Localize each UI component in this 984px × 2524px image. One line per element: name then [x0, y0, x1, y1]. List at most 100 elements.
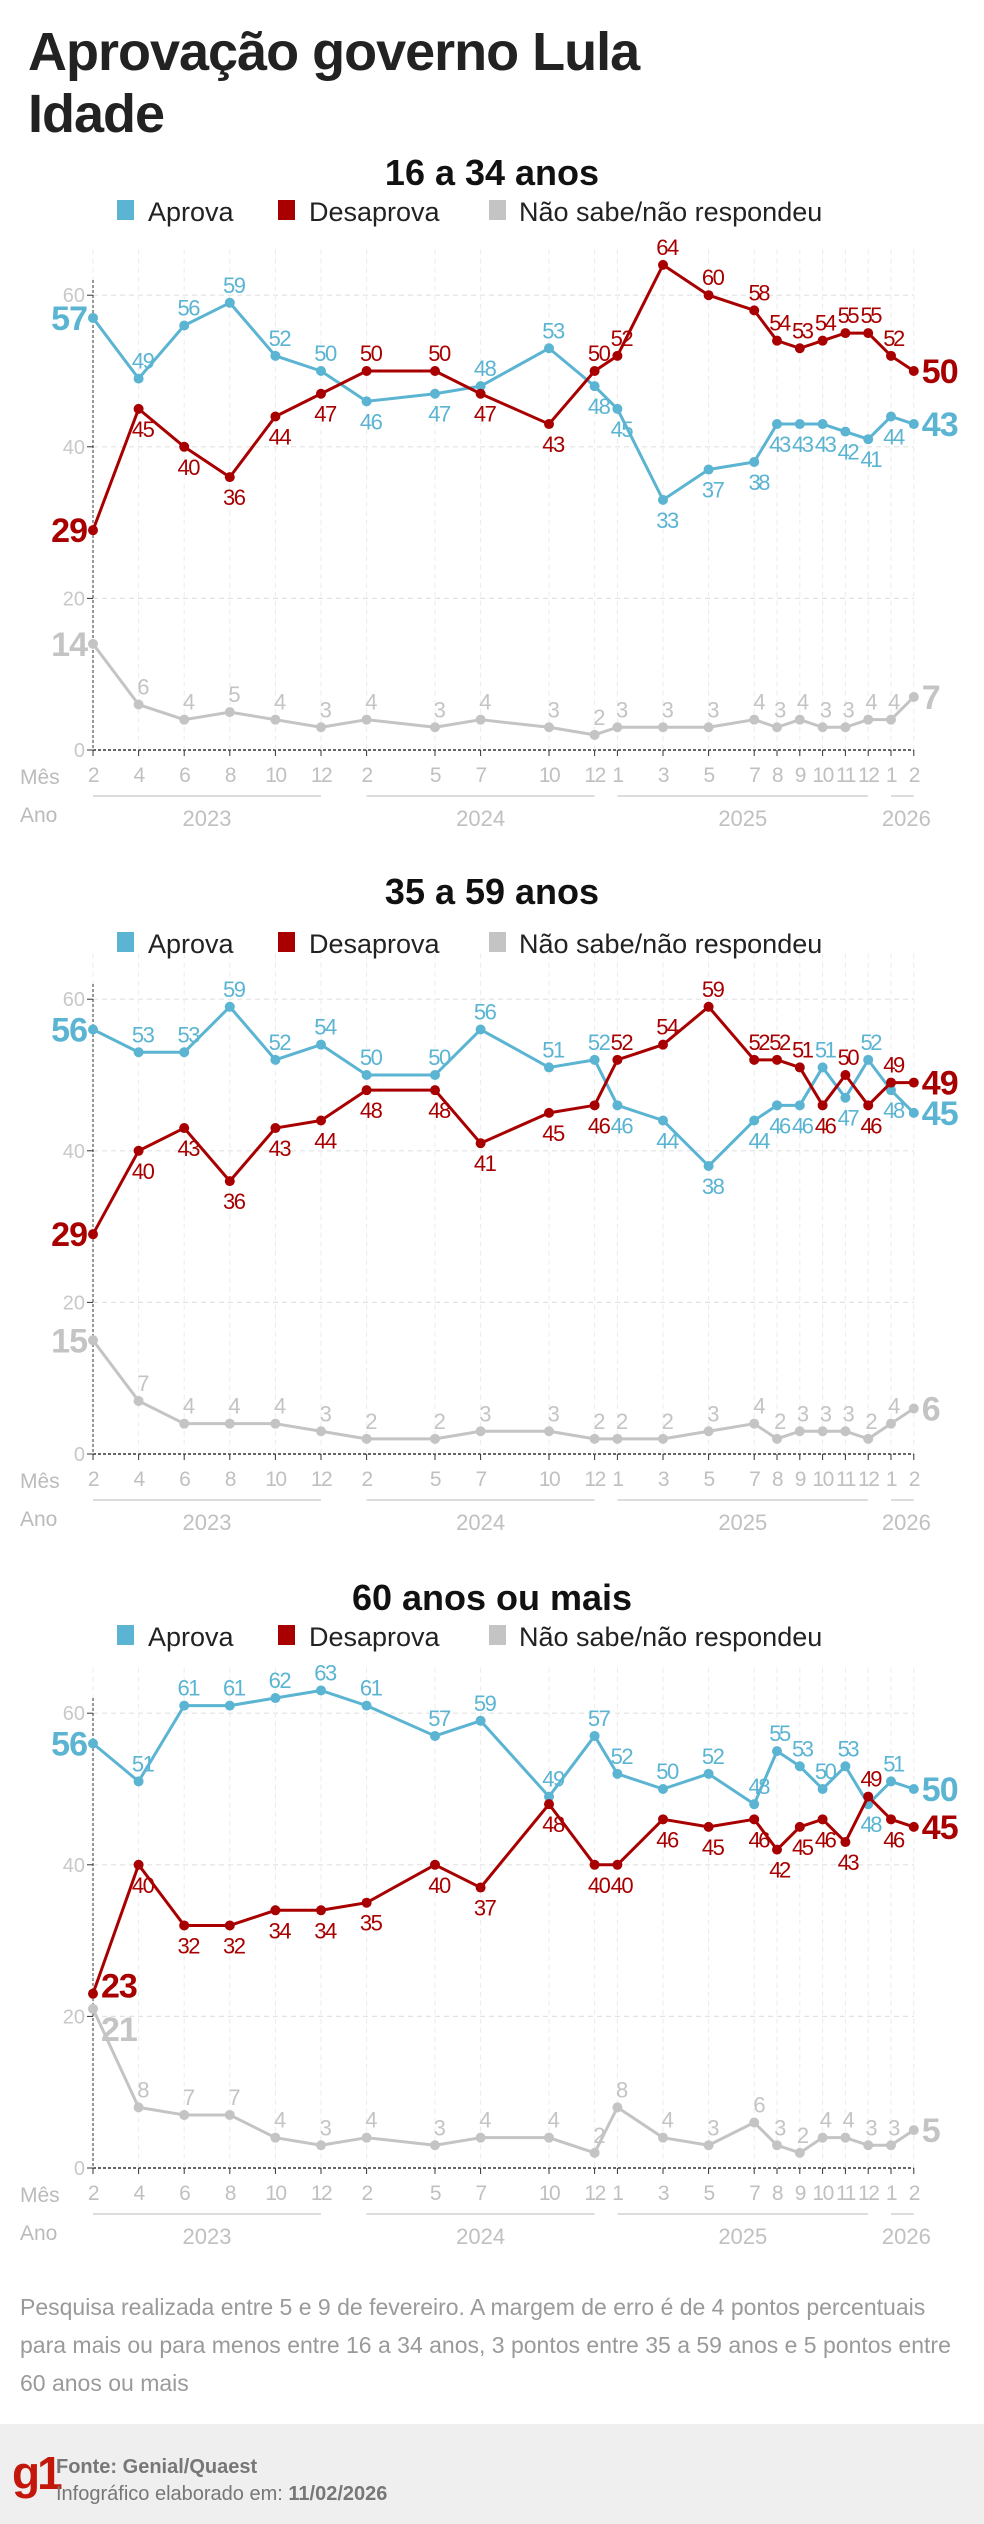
- year-label: 2025: [718, 1510, 767, 1535]
- data-point-nao-sabe: [475, 1426, 486, 1437]
- x-tick-label: 1: [886, 1468, 897, 1491]
- data-point-nao-sabe: [179, 714, 190, 725]
- data-point-aprova: [658, 494, 668, 505]
- data-point-desaprova: [179, 1920, 190, 1931]
- data-point-desaprova: [908, 1821, 919, 1832]
- x-tick-label: 7: [476, 2182, 487, 2205]
- data-label-desaprova: 52: [748, 1030, 770, 1055]
- data-point-aprova: [817, 419, 828, 430]
- data-point-aprova: [133, 1047, 144, 1058]
- x-tick-label: 9: [795, 2182, 806, 2205]
- data-point-desaprova: [270, 1123, 281, 1134]
- series-line-desaprova: [91, 263, 915, 531]
- data-label-aprova: 48: [860, 1812, 882, 1837]
- data-point-nao-sabe: [817, 722, 828, 733]
- data-label-aprova: 52: [269, 1030, 292, 1055]
- data-label-nao-sabe: 4: [228, 1394, 240, 1419]
- data-label-desaprova: 43: [269, 1136, 292, 1161]
- year-axis-label: Ano: [20, 1508, 57, 1531]
- data-label-nao-sabe: 3: [434, 697, 446, 722]
- data-point-nao-sabe: [840, 2132, 851, 2143]
- data-point-aprova: [749, 456, 760, 467]
- legend-swatch-aprova: [117, 200, 134, 220]
- data-label-nao-sabe: 3: [707, 2115, 719, 2140]
- data-point-aprova: [361, 1700, 372, 1711]
- data-label-aprova: 52: [588, 1030, 611, 1055]
- legend-swatch-nao-sabe: [489, 932, 506, 952]
- data-label-aprova: 56: [51, 1726, 87, 1764]
- data-label-nao-sabe: 2: [774, 1409, 786, 1434]
- data-point-aprova: [908, 1784, 919, 1794]
- y-tick-label: 20: [63, 1292, 85, 1314]
- data-label-aprova: 47: [428, 402, 451, 427]
- x-tick-label: 12: [311, 2182, 332, 2205]
- data-point-nao-sabe: [658, 1433, 668, 1444]
- x-tick-label: 12: [584, 2182, 605, 2205]
- series-line-desaprova: [91, 1795, 915, 1995]
- data-point-nao-sabe: [863, 2140, 874, 2151]
- data-point-nao-sabe: [840, 1426, 851, 1437]
- data-label-desaprova: 41: [474, 1151, 497, 1176]
- data-point-desaprova: [88, 1229, 98, 1240]
- data-point-aprova: [430, 1730, 440, 1741]
- data-label-nao-sabe: 3: [662, 697, 674, 722]
- data-label-aprova: 62: [269, 1668, 292, 1693]
- data-label-aprova: 37: [702, 478, 725, 503]
- data-point-nao-sabe: [772, 722, 782, 733]
- data-label-desaprova: 50: [428, 341, 451, 366]
- data-label-desaprova: 50: [922, 353, 958, 391]
- data-point-desaprova: [794, 1821, 805, 1832]
- data-label-desaprova: 46: [588, 1113, 611, 1138]
- data-label-desaprova: 46: [656, 1827, 679, 1852]
- data-point-nao-sabe: [886, 1418, 896, 1429]
- data-label-desaprova: 37: [474, 1896, 497, 1921]
- data-label-desaprova: 64: [656, 235, 679, 260]
- data-label-nao-sabe: 3: [843, 1401, 855, 1426]
- legend-swatch-nao-sabe: [489, 1625, 506, 1645]
- data-point-aprova: [430, 1070, 440, 1080]
- data-label-aprova: 38: [748, 470, 770, 495]
- data-point-desaprova: [589, 1100, 600, 1111]
- data-point-nao-sabe: [863, 714, 874, 725]
- data-point-aprova: [475, 1024, 486, 1035]
- data-point-aprova: [908, 1107, 919, 1118]
- data-label-nao-sabe: 4: [662, 2108, 674, 2133]
- x-tick-label: 2: [362, 2182, 373, 2205]
- year-label: 2024: [456, 806, 505, 831]
- data-label-aprova: 45: [611, 417, 634, 442]
- x-tick-label: 12: [311, 1468, 332, 1491]
- data-point-nao-sabe: [270, 2132, 281, 2143]
- data-point-aprova: [361, 396, 372, 407]
- data-point-aprova: [544, 343, 554, 354]
- data-label-nao-sabe: 4: [479, 690, 491, 715]
- data-label-nao-sabe: 5: [228, 682, 240, 707]
- data-point-desaprova: [88, 525, 98, 536]
- charts: 16 a 34 anos Aprova Desaprova Não sabe/não …: [20, 152, 959, 2249]
- data-label-nao-sabe: 4: [753, 1394, 765, 1419]
- data-label-nao-sabe: 3: [707, 697, 719, 722]
- data-point-aprova: [316, 366, 326, 376]
- data-point-aprova: [658, 1115, 668, 1126]
- data-label-desaprova: 59: [702, 977, 725, 1002]
- data-label-aprova: 50: [360, 1045, 383, 1070]
- data-point-nao-sabe: [361, 1433, 372, 1444]
- data-label-aprova: 44: [883, 424, 905, 449]
- data-point-desaprova: [886, 1077, 896, 1088]
- data-point-aprova: [794, 1761, 805, 1772]
- data-point-desaprova: [863, 1100, 874, 1111]
- data-label-aprova: 52: [269, 326, 292, 351]
- data-point-nao-sabe: [749, 714, 760, 725]
- data-point-desaprova: [133, 1859, 144, 1870]
- data-label-aprova: 63: [314, 1660, 337, 1685]
- data-label-nao-sabe: 3: [320, 2115, 332, 2140]
- data-point-desaprova: [133, 403, 144, 414]
- data-point-aprova: [703, 1160, 714, 1171]
- data-point-desaprova: [544, 1799, 554, 1810]
- made-date: 11/02/2026: [288, 2483, 388, 2505]
- data-label-aprova: 59: [223, 273, 246, 298]
- data-point-desaprova: [612, 1859, 623, 1870]
- legend-label-aprova: Aprova: [148, 1622, 235, 1652]
- data-point-aprova: [749, 1115, 760, 1126]
- data-point-aprova: [544, 1062, 554, 1073]
- x-tick-label: 7: [749, 764, 760, 787]
